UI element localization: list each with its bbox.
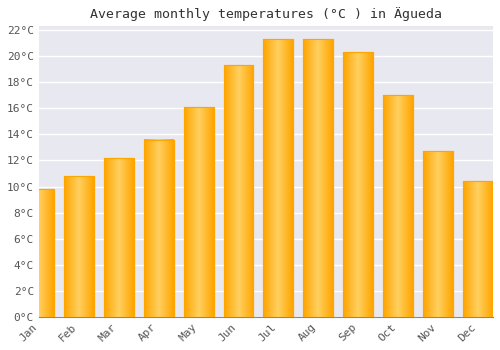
Bar [344,52,374,317]
Bar [463,181,493,317]
Bar [304,39,334,317]
Bar [104,158,134,317]
Bar [184,107,214,317]
Bar [64,176,94,317]
Bar [224,65,254,317]
Bar [344,52,374,317]
Bar [144,140,174,317]
Bar [423,151,453,317]
Bar [24,189,54,317]
Bar [264,39,294,317]
Bar [104,158,134,317]
Bar [24,189,54,317]
Bar [383,95,413,317]
Title: Average monthly temperatures (°C ) in Ägueda: Average monthly temperatures (°C ) in Äg… [90,7,442,21]
Bar [144,140,174,317]
Bar [304,39,334,317]
Bar [64,176,94,317]
Bar [184,107,214,317]
Bar [383,95,413,317]
Bar [423,151,453,317]
Bar [463,181,493,317]
Bar [224,65,254,317]
Bar [264,39,294,317]
